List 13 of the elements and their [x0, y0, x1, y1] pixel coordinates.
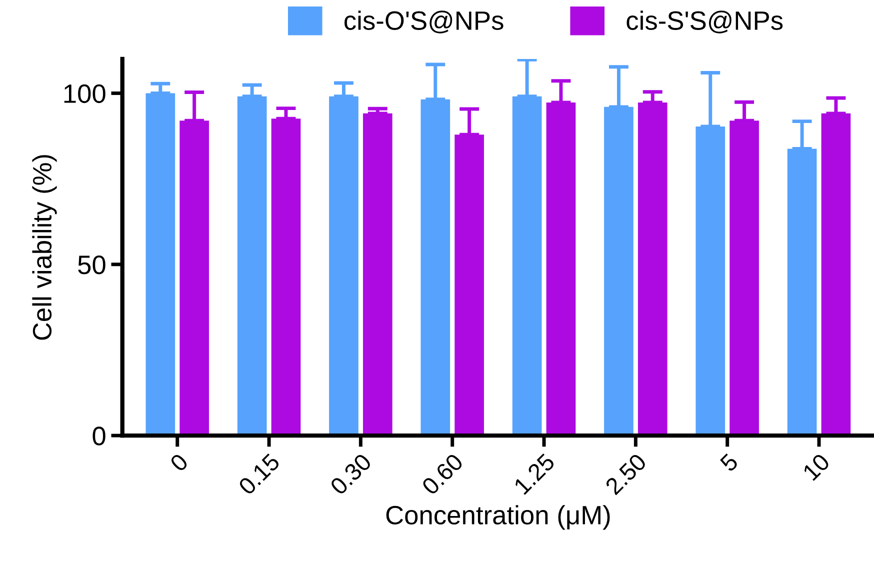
legend-label: cis-O'S@NPs	[344, 10, 504, 34]
y-tick-label: 0	[92, 426, 106, 446]
y-axis-title: Cell viability (%)	[32, 155, 57, 340]
x-tick-label: 0	[169, 452, 189, 472]
x-tick-label: 0.60	[420, 452, 464, 496]
y-tick-label: 100	[64, 84, 106, 104]
x-axis-title: Concentration (μM)	[386, 505, 610, 530]
x-tick-label: 0.15	[238, 452, 281, 496]
x-tick-label: 10	[802, 452, 831, 482]
x-tick-label: 5	[719, 452, 739, 472]
y-tick-label: 50	[78, 256, 106, 274]
legend-label: cis-S'S@NPs	[626, 10, 783, 34]
x-tick-label: 0.30	[329, 452, 372, 496]
